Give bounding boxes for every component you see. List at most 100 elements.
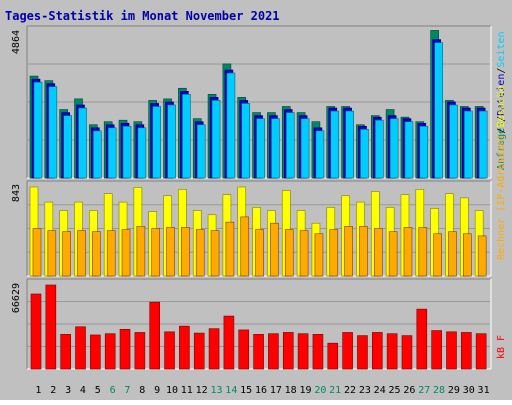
panel-bottom-legend-part-0: kB F — [496, 335, 507, 359]
day-label-13: 13 — [210, 385, 222, 396]
middle-bar-s1-d29 — [448, 231, 457, 277]
middle-bar-s1-d4 — [77, 230, 86, 277]
top-bar-s2-d30 — [464, 110, 473, 179]
top-bar-s2-d18 — [285, 112, 295, 179]
top-bar-s2-d26 — [404, 121, 414, 179]
middle-bar-s1-d2 — [47, 230, 57, 277]
day-label-29: 29 — [448, 385, 460, 396]
top-bar-s2-d10 — [167, 104, 176, 179]
middle-bar-s1-d28 — [433, 233, 442, 277]
bottom-bar-d29 — [446, 331, 457, 370]
top-bar-s2-d3 — [63, 115, 72, 179]
panel-top-legend-part-0: Anfragen — [496, 122, 507, 170]
top-bar-s2-d27 — [419, 125, 429, 179]
bottom-bar-d1 — [30, 293, 42, 370]
panel-top-legend-part-1: / — [496, 116, 507, 122]
panel-top-legend: Anfragen/Dateien/Seiten — [496, 31, 507, 170]
day-label-31: 31 — [478, 385, 490, 396]
panel-top — [26, 25, 492, 179]
panel-top-legend-part-4: Seiten — [496, 31, 507, 67]
middle-bar-s1-d5 — [92, 231, 101, 277]
middle-bar-s1-d22 — [344, 226, 353, 277]
day-label-10: 10 — [166, 385, 178, 396]
panel-bottom-legend: kB F — [496, 335, 507, 359]
bottom-bar-d27 — [416, 308, 428, 370]
top-bar-s2-d6 — [107, 127, 117, 179]
top-bar-s2-d17 — [271, 118, 280, 179]
top-bar-s2-d19 — [300, 118, 310, 179]
day-label-2: 2 — [50, 385, 56, 396]
panel-bottom — [26, 278, 492, 370]
middle-bar-s1-d23 — [359, 226, 368, 277]
middle-bar-s1-d9 — [151, 228, 161, 277]
top-bar-s2-d15 — [241, 103, 251, 179]
top-bar-s2-d8 — [137, 127, 147, 179]
middle-bar-s1-d26 — [403, 227, 413, 277]
day-label-25: 25 — [389, 385, 401, 396]
bottom-bar-d7 — [119, 328, 131, 370]
top-bar-s2-d31 — [478, 110, 488, 179]
day-label-17: 17 — [270, 385, 282, 396]
middle-bar-s1-d7 — [121, 229, 131, 277]
day-label-20: 20 — [314, 385, 326, 396]
top-bar-s2-d9 — [152, 106, 162, 179]
top-bar-s2-d22 — [345, 110, 354, 179]
day-label-18: 18 — [285, 385, 297, 396]
panel-bottom-ymax: 66629 — [11, 283, 22, 313]
panel-middle — [26, 180, 492, 277]
day-label-14: 14 — [225, 385, 237, 396]
top-bar-s2-d14 — [226, 72, 236, 179]
top-bar-s2-d2 — [48, 86, 58, 179]
top-bar-s2-d16 — [256, 118, 265, 179]
bottom-bar-d21 — [327, 342, 339, 370]
top-bar-s2-d29 — [449, 104, 458, 179]
bottom-bar-d4 — [75, 326, 86, 370]
bottom-bar-d26 — [401, 335, 413, 370]
day-label-16: 16 — [255, 385, 267, 396]
middle-bar-s1-d21 — [329, 229, 339, 277]
bottom-bar-d3 — [60, 334, 71, 370]
top-bar-s2-d24 — [374, 119, 384, 179]
bottom-bar-d2 — [45, 284, 57, 370]
panel-middle-legend-part-2: Besuche — [496, 85, 507, 127]
bottom-bar-d19 — [297, 333, 309, 370]
top-bar-s2-d12 — [196, 124, 206, 179]
middle-bar-s1-d13 — [210, 230, 220, 277]
middle-bar-s1-d27 — [418, 227, 428, 277]
day-label-27: 27 — [418, 385, 430, 396]
day-label-11: 11 — [181, 385, 193, 396]
day-label-4: 4 — [80, 385, 86, 396]
bottom-bar-d18 — [282, 332, 294, 370]
bottom-bar-d9 — [149, 301, 161, 370]
day-label-28: 28 — [433, 385, 445, 396]
day-label-19: 19 — [299, 385, 311, 396]
bottom-bar-d12 — [193, 332, 205, 370]
middle-bar-s1-d6 — [106, 230, 116, 277]
bottom-bar-d13 — [208, 328, 220, 370]
top-bar-s2-d25 — [389, 118, 399, 179]
top-bar-s2-d7 — [122, 125, 132, 179]
bottom-bar-d28 — [431, 330, 442, 370]
bottom-bar-d15 — [238, 329, 250, 370]
middle-bar-s1-d30 — [463, 233, 472, 277]
bottom-bar-d14 — [223, 315, 235, 370]
day-label-26: 26 — [403, 385, 415, 396]
middle-bar-s1-d12 — [195, 229, 205, 277]
middle-bar-s1-d15 — [240, 216, 250, 277]
day-label-30: 30 — [463, 385, 475, 396]
middle-bar-s1-d16 — [255, 229, 264, 277]
bottom-bar-d6 — [104, 333, 116, 370]
day-label-3: 3 — [65, 385, 71, 396]
top-bar-s2-d21 — [330, 110, 340, 179]
panel-top-legend-part-3: / — [496, 68, 507, 74]
top-bar-s2-d28 — [434, 42, 443, 179]
top-bar-s2-d20 — [315, 130, 325, 179]
chart-title: Tages-Statistik im Monat November 2021 — [5, 9, 280, 23]
day-label-7: 7 — [124, 385, 130, 396]
day-label-15: 15 — [240, 385, 252, 396]
day-label-8: 8 — [139, 385, 145, 396]
bottom-bar-d16 — [253, 334, 264, 370]
middle-bar-s1-d24 — [373, 228, 383, 277]
